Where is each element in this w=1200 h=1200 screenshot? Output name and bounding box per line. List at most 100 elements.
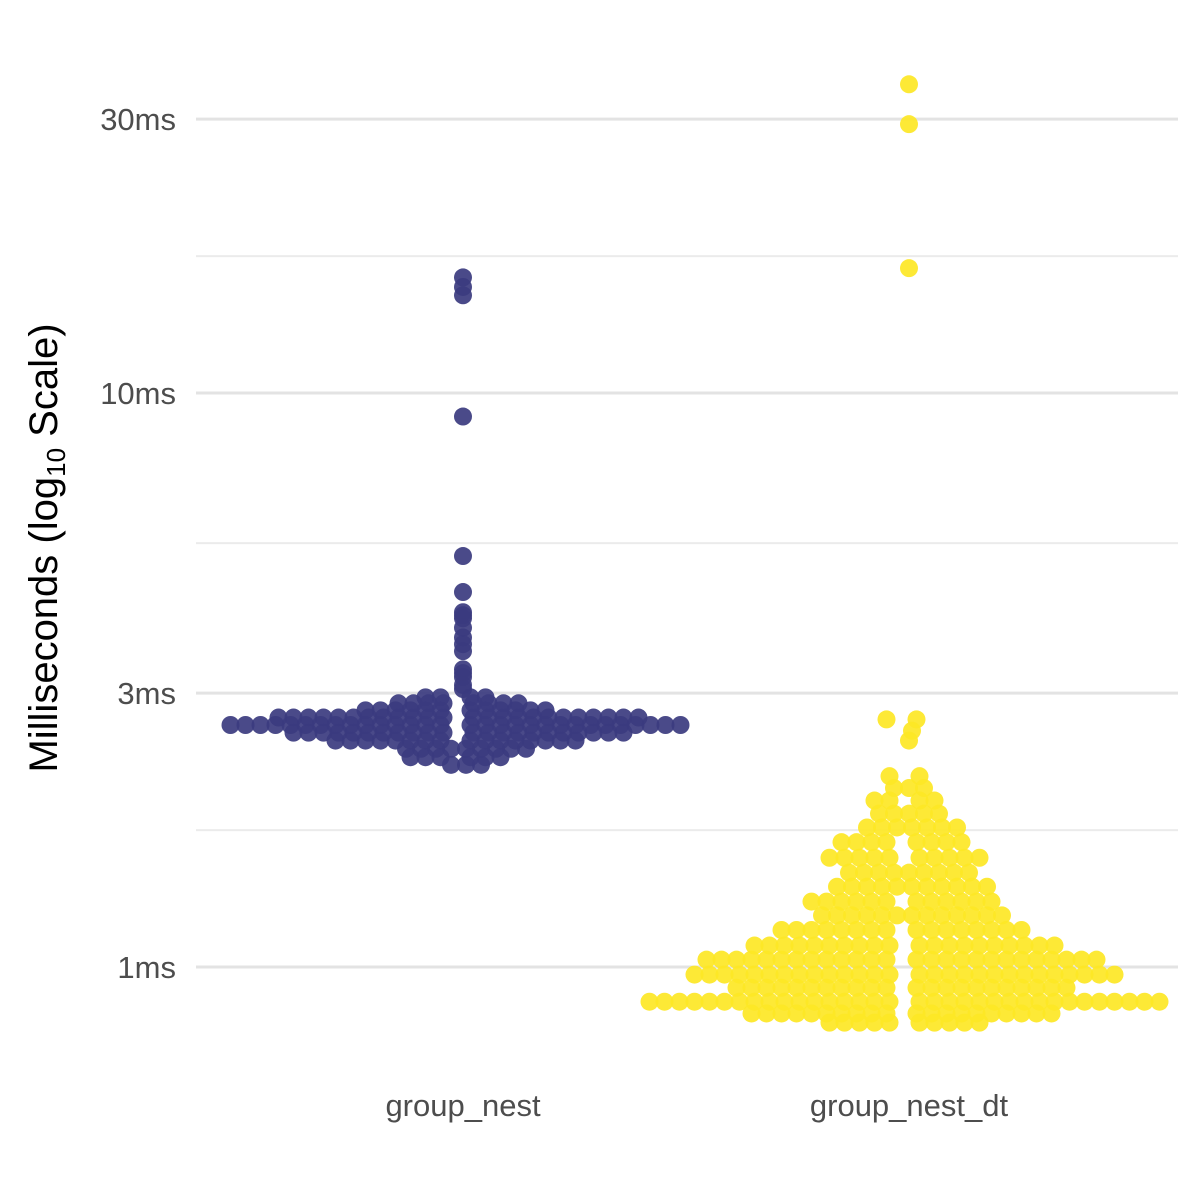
data-point — [1087, 950, 1106, 969]
data-point — [850, 936, 869, 955]
data-point — [930, 863, 948, 882]
data-point — [454, 642, 472, 661]
data-point — [877, 710, 896, 729]
data-point — [787, 950, 806, 969]
data-point — [832, 833, 851, 852]
data-point — [885, 863, 903, 882]
data-point — [907, 921, 926, 940]
data-point — [847, 978, 866, 997]
data-point — [745, 936, 764, 955]
data-point — [371, 731, 390, 750]
data-point — [910, 1013, 929, 1032]
data-point — [805, 936, 824, 955]
data-point — [671, 715, 690, 734]
data-point — [900, 779, 918, 798]
data-point — [877, 921, 896, 940]
data-point — [727, 978, 746, 997]
data-point — [760, 936, 779, 955]
data-point — [1090, 965, 1109, 984]
data-point — [915, 804, 933, 823]
data-point — [997, 921, 1016, 940]
data-point — [1027, 978, 1046, 997]
data-point — [742, 950, 761, 969]
data-point — [900, 75, 918, 94]
data-point — [840, 863, 858, 882]
data-point — [862, 921, 881, 940]
data-point — [1015, 936, 1034, 955]
data-point — [933, 818, 951, 837]
data-point — [967, 978, 986, 997]
data-point — [945, 863, 963, 882]
data-point — [832, 892, 851, 911]
x-tick-label: group_nest_dt — [810, 1088, 1009, 1123]
data-point — [787, 1004, 806, 1023]
data-point — [299, 723, 318, 742]
data-point — [877, 950, 896, 969]
data-point — [877, 978, 896, 997]
data-point — [670, 992, 689, 1011]
data-point — [948, 877, 966, 896]
data-point — [832, 950, 851, 969]
data-point — [880, 1013, 899, 1032]
data-point — [655, 992, 674, 1011]
data-point — [918, 877, 936, 896]
data-point — [266, 715, 285, 734]
data-point — [454, 407, 472, 426]
data-point — [517, 739, 535, 758]
data-point — [820, 848, 839, 867]
data-point — [873, 818, 891, 837]
data-point — [880, 936, 899, 955]
data-point — [910, 848, 929, 867]
data-point — [952, 921, 971, 940]
data-point — [940, 936, 959, 955]
data-point — [888, 818, 906, 837]
data-point — [599, 723, 618, 742]
data-point — [862, 892, 881, 911]
data-point — [997, 978, 1016, 997]
data-point — [967, 950, 986, 969]
data-point — [907, 978, 926, 997]
data-point — [1027, 1004, 1046, 1023]
data-point — [978, 877, 996, 896]
data-point — [236, 715, 255, 734]
data-point — [847, 892, 866, 911]
data-point — [862, 833, 881, 852]
data-point — [915, 863, 933, 882]
y-tick-label: 3ms — [117, 676, 176, 711]
data-point — [952, 978, 971, 997]
data-point — [967, 892, 986, 911]
data-point — [907, 892, 926, 911]
data-point — [907, 833, 926, 852]
data-point — [900, 804, 918, 823]
data-point — [757, 1004, 776, 1023]
data-point — [457, 755, 475, 774]
data-point — [742, 1004, 761, 1023]
data-point — [790, 936, 809, 955]
data-point — [952, 833, 971, 852]
data-point — [700, 965, 719, 984]
data-point — [900, 863, 918, 882]
data-point — [802, 1004, 821, 1023]
data-point — [442, 755, 460, 774]
data-point — [937, 833, 956, 852]
data-point — [712, 950, 731, 969]
data-point — [326, 731, 345, 750]
data-point — [491, 748, 510, 767]
data-point — [937, 950, 956, 969]
data-point — [900, 115, 918, 134]
data-point — [888, 877, 906, 896]
data-point — [952, 950, 971, 969]
data-point — [982, 978, 1001, 997]
data-point — [847, 921, 866, 940]
gridlines — [196, 117, 1178, 969]
data-point — [802, 978, 821, 997]
data-point — [870, 863, 888, 882]
data-point — [802, 921, 821, 940]
data-point — [813, 906, 831, 925]
data-point — [925, 1013, 944, 1032]
data-point — [948, 906, 966, 925]
data-point — [970, 936, 989, 955]
data-point — [1030, 936, 1049, 955]
data-point — [775, 936, 794, 955]
